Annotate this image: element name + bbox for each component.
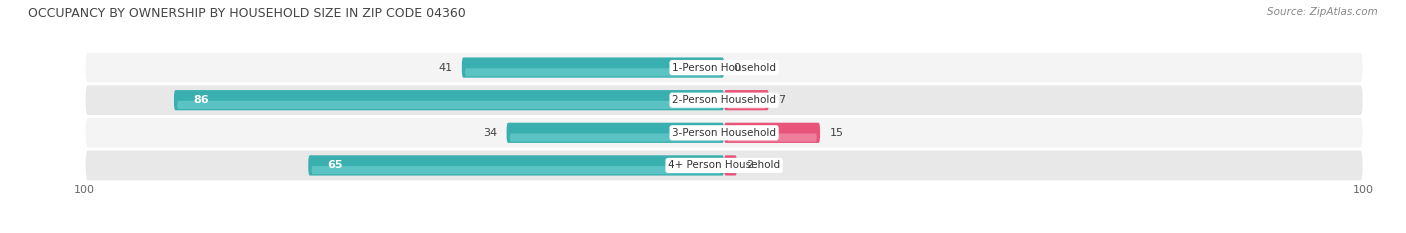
Text: 34: 34 [482,128,496,138]
Text: 3-Person Household: 3-Person Household [672,128,776,138]
FancyBboxPatch shape [727,101,766,109]
Text: 65: 65 [328,161,343,170]
FancyBboxPatch shape [174,90,724,110]
Text: Source: ZipAtlas.com: Source: ZipAtlas.com [1267,7,1378,17]
FancyBboxPatch shape [724,155,737,175]
Text: 0: 0 [734,63,741,72]
Text: OCCUPANCY BY OWNERSHIP BY HOUSEHOLD SIZE IN ZIP CODE 04360: OCCUPANCY BY OWNERSHIP BY HOUSEHOLD SIZE… [28,7,465,20]
FancyBboxPatch shape [506,123,724,143]
FancyBboxPatch shape [510,134,721,142]
Text: 86: 86 [193,95,208,105]
FancyBboxPatch shape [84,84,1364,116]
FancyBboxPatch shape [177,101,721,109]
FancyBboxPatch shape [308,155,724,175]
Text: 1-Person Household: 1-Person Household [672,63,776,72]
Text: 15: 15 [830,128,844,138]
Text: 2: 2 [747,161,754,170]
FancyBboxPatch shape [312,166,721,174]
FancyBboxPatch shape [461,58,724,78]
Text: 4+ Person Household: 4+ Person Household [668,161,780,170]
FancyBboxPatch shape [724,90,769,110]
Text: 2-Person Household: 2-Person Household [672,95,776,105]
FancyBboxPatch shape [84,116,1364,149]
FancyBboxPatch shape [727,134,817,142]
FancyBboxPatch shape [84,149,1364,182]
Text: 7: 7 [779,95,786,105]
FancyBboxPatch shape [465,68,721,76]
FancyBboxPatch shape [84,51,1364,84]
FancyBboxPatch shape [724,123,820,143]
Text: 41: 41 [439,63,453,72]
